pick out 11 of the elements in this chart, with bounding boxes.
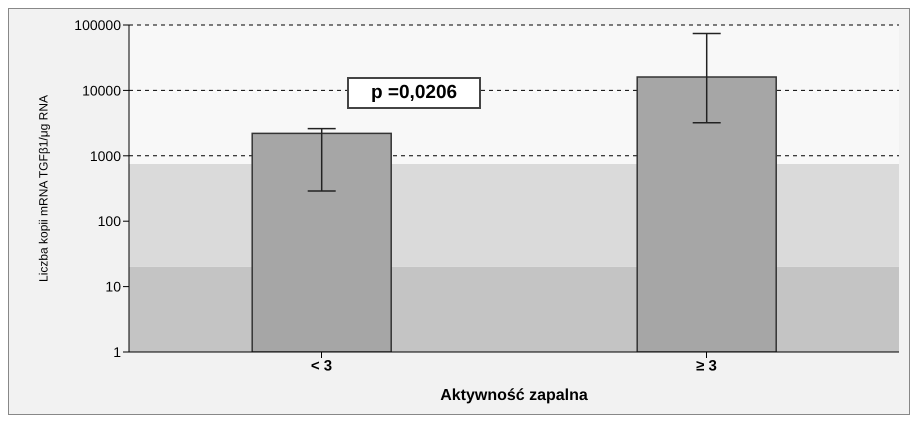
y-tick-label: 10000 — [82, 82, 122, 98]
x-tick-label: ≥ 3 — [696, 358, 717, 375]
y-tick-label: 1 — [113, 344, 122, 360]
x-tick-label: < 3 — [310, 358, 332, 375]
y-tick-label: 1000 — [90, 148, 122, 164]
y-axis-title: Liczba kopii mRNA TGFβ1/μg RNA — [36, 95, 50, 282]
y-tick-label: 100000 — [74, 16, 122, 33]
annotation: p =0,0206 — [347, 77, 482, 109]
y-tick-label: 10 — [105, 278, 122, 295]
y-tick-label: 100 — [98, 213, 122, 230]
x-axis-title: Aktywność zapalna — [440, 387, 588, 404]
